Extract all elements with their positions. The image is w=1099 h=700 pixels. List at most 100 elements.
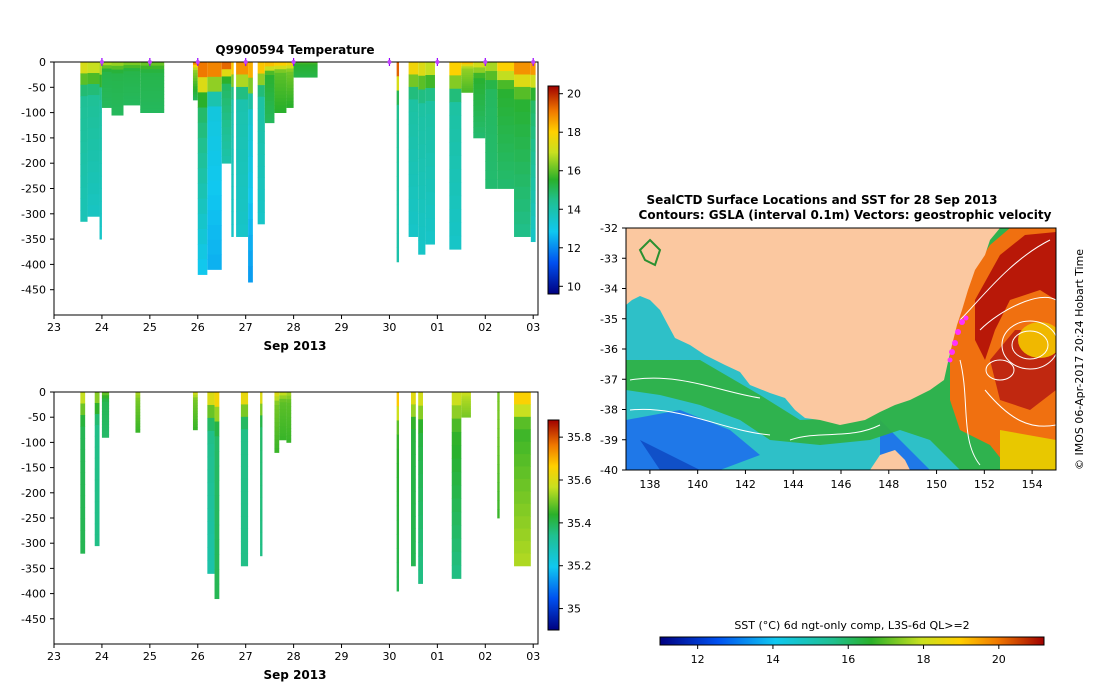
profile-cell: [101, 424, 110, 429]
profile-cell: [221, 127, 232, 135]
x-tick-label: 23: [47, 650, 61, 663]
profile-cell: [248, 266, 253, 283]
profile-cell: [236, 62, 249, 75]
profile-cell: [80, 392, 86, 404]
profile-cell: [451, 458, 462, 473]
profile-cell: [461, 70, 474, 74]
profile-cell: [418, 199, 426, 214]
map-y-tick-label: -38: [600, 404, 618, 417]
profile-cell: [140, 87, 165, 92]
profile-cell: [192, 70, 198, 74]
profile-cell: [418, 62, 426, 77]
profile-cell: [140, 80, 165, 85]
profile-cell: [257, 189, 265, 202]
profile-cell: [514, 124, 531, 138]
profile-cell: [101, 411, 110, 416]
profile-column: [123, 62, 141, 106]
profile-cell: [449, 88, 462, 103]
profile-cell: [257, 166, 265, 179]
profile-cell: [286, 431, 292, 436]
profile-cell: [293, 63, 318, 65]
profile-cell: [99, 62, 102, 76]
profile-cell: [80, 141, 88, 154]
profile-cell: [80, 472, 86, 485]
profile-cell: [451, 418, 462, 433]
profile-cell: [485, 98, 498, 108]
profile-cell: [135, 429, 141, 433]
sst-colorbar-ticks: 12 14 16 18 20: [691, 645, 1006, 666]
profile-cell: [274, 448, 280, 453]
profile-cell: [80, 107, 88, 120]
profile-cell: [411, 441, 416, 455]
profile-cell: [99, 213, 102, 227]
profile-cell: [214, 554, 220, 570]
profile-cell: [408, 86, 419, 100]
sst-colorbar-tick-label: 12: [691, 653, 705, 666]
profile-cell: [274, 87, 287, 92]
profile-cell: [451, 538, 462, 553]
profile-cell: [396, 576, 400, 592]
profile-column: [197, 62, 208, 275]
profile-cell: [192, 413, 198, 417]
profile-cell: [396, 90, 400, 106]
profile-cell: [221, 141, 232, 150]
profile-cell: [286, 420, 292, 425]
profile-cell: [236, 211, 249, 225]
profile-cell: [197, 122, 208, 139]
profile-cell: [514, 516, 531, 530]
profile-cell: [123, 62, 141, 66]
profile-cell: [497, 71, 515, 81]
profile-cell: [418, 89, 426, 104]
profile-cell: [192, 416, 198, 420]
profile-cell: [101, 78, 112, 82]
profile-cell: [449, 209, 462, 223]
yellow-patch: [1000, 430, 1056, 470]
profile-cell: [140, 83, 165, 88]
profile-marker-dot: [483, 60, 488, 64]
profile-cell: [214, 421, 220, 437]
profile-cell: [231, 199, 234, 213]
profile-cell: [485, 107, 498, 117]
colorbar-tick-label: 35: [567, 603, 581, 616]
profile-cell: [236, 99, 249, 113]
profile-cell: [192, 78, 198, 82]
profile-cell: [425, 88, 435, 102]
profile-cell: [514, 478, 531, 492]
profile-cell: [530, 74, 536, 89]
profile-column: [408, 62, 419, 237]
profile-cell: [411, 392, 416, 405]
profile-cell: [197, 92, 208, 108]
profile-cell: [425, 101, 435, 115]
profile-cell: [94, 435, 100, 448]
profile-cell: [264, 109, 275, 115]
profile-cell: [408, 111, 419, 125]
profile-column: [514, 392, 531, 567]
profile-cell: [111, 111, 124, 116]
profile-cell: [279, 405, 287, 410]
profile-cell: [274, 404, 280, 410]
profile-markers: [99, 58, 536, 66]
map-y-tick-label: -40: [600, 464, 618, 477]
profile-cell: [530, 228, 536, 243]
salinity-colorbar-ticks: 35 35.2 35.4 35.6 35.8: [559, 431, 592, 616]
profile-cell: [111, 80, 124, 86]
profile-cell: [87, 161, 100, 173]
profile-cell: [473, 121, 486, 128]
profile-cell: [514, 111, 531, 125]
y-tick-label: -150: [21, 132, 46, 145]
profile-cell: [451, 405, 462, 420]
profile-cell: [123, 86, 141, 91]
eddy-center: [1018, 322, 1056, 358]
profile-column: [473, 62, 486, 139]
temperature-colorbar-ticks: 10 12 14 16 18 20: [559, 88, 581, 293]
profile-column: [214, 392, 220, 600]
y-tick-label: 0: [39, 56, 46, 69]
gulf-water: [640, 298, 665, 340]
profile-cell: [94, 424, 100, 437]
profile-cell: [240, 541, 249, 554]
profile-cell: [101, 414, 110, 419]
profile-cell: [461, 402, 471, 405]
profile-cell: [274, 422, 280, 427]
map-x-tick-label: 146: [831, 478, 852, 491]
profile-cell: [530, 177, 536, 191]
